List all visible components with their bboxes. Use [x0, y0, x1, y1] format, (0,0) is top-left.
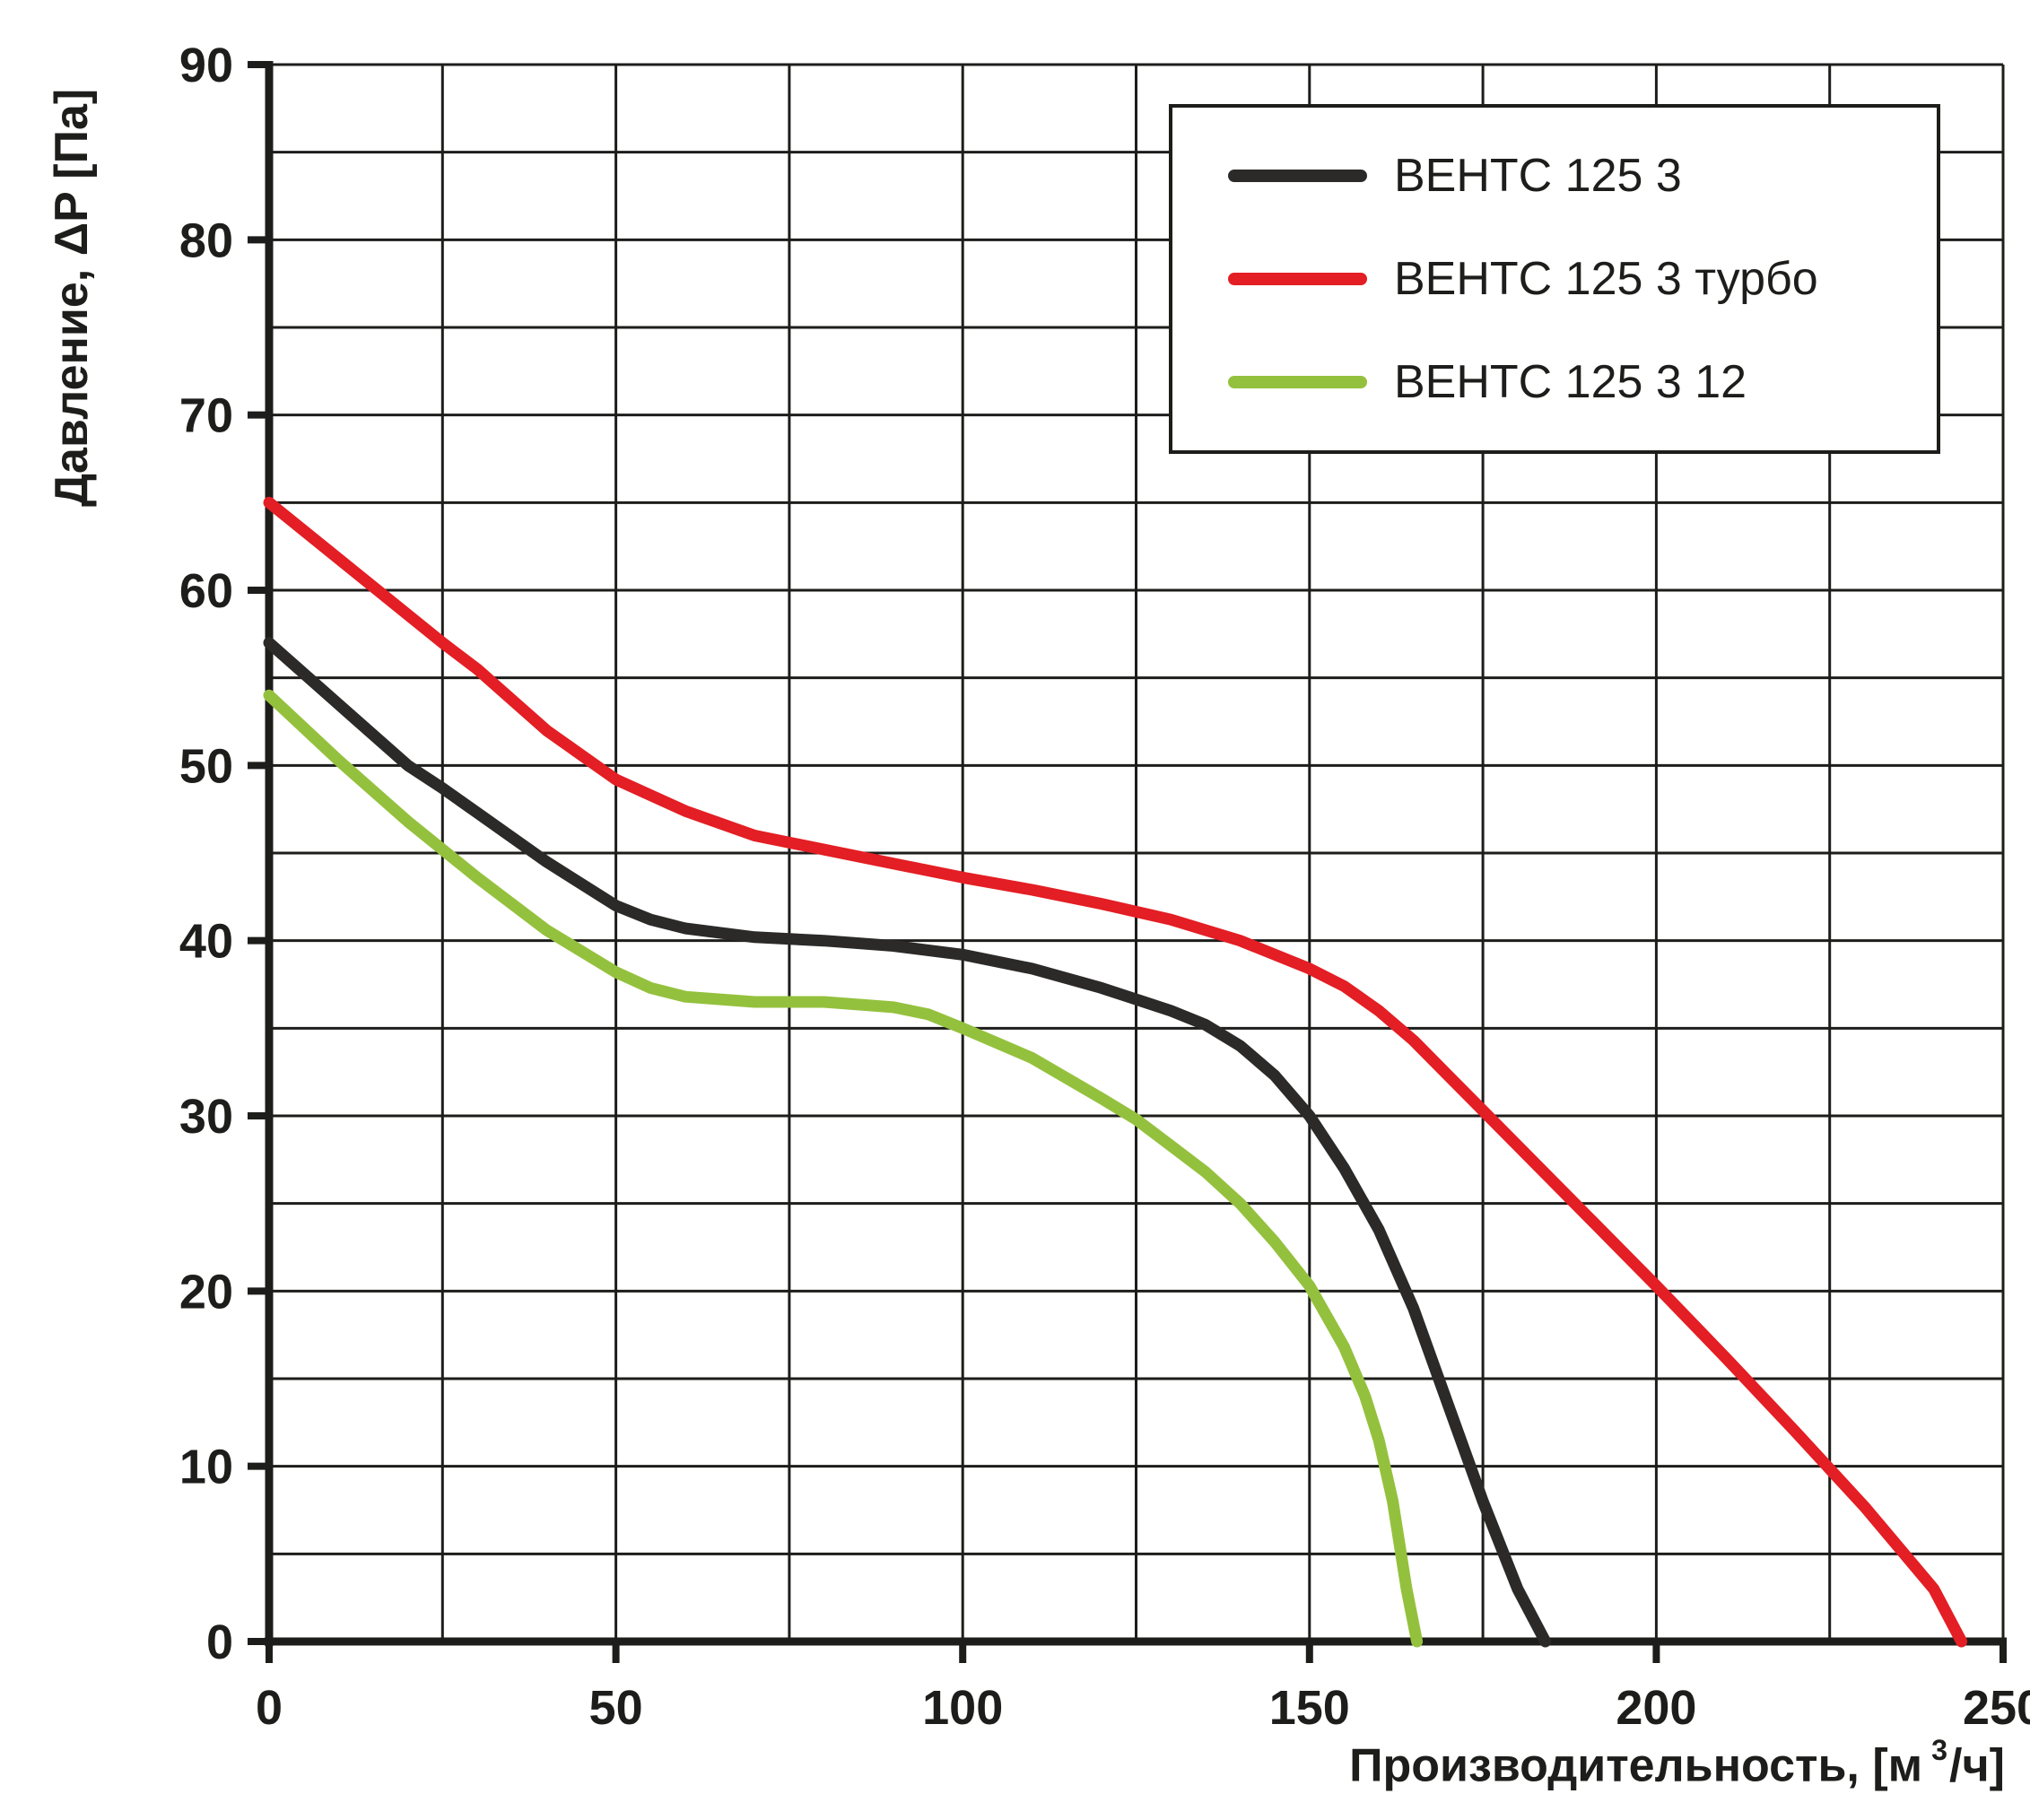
x-axis-title: Производительность, [м 3/ч] [1349, 1734, 2005, 1792]
svg-text:150: 150 [1269, 1681, 1350, 1735]
svg-text:40: 40 [179, 915, 233, 969]
legend-item: ВЕНТС 125 3 [1228, 149, 1919, 203]
legend-label: ВЕНТС 125 3 12 [1394, 356, 1747, 409]
svg-text:90: 90 [179, 39, 233, 92]
svg-text:10: 10 [179, 1441, 233, 1494]
svg-text:80: 80 [179, 213, 233, 267]
svg-text:20: 20 [179, 1265, 233, 1319]
svg-text:60: 60 [179, 564, 233, 618]
svg-text:0: 0 [256, 1681, 283, 1735]
svg-text:0: 0 [206, 1615, 233, 1669]
legend-line-swatch [1228, 376, 1367, 389]
svg-text:70: 70 [179, 389, 233, 443]
x-axis-title-superscript: 3 [1931, 1734, 1948, 1767]
svg-text:250: 250 [1963, 1681, 2030, 1735]
legend-line-swatch [1228, 169, 1367, 182]
y-axis-title: Давление, ΔP [Па] [46, 88, 98, 507]
legend-item: ВЕНТС 125 3 12 [1228, 355, 1919, 409]
legend-item: ВЕНТС 125 3 турбо [1228, 252, 1919, 306]
legend-line-swatch [1228, 272, 1367, 285]
legend-label: ВЕНТС 125 3 турбо [1394, 252, 1818, 305]
legend: ВЕНТС 125 3 ВЕНТС 125 3 турбо ВЕНТС 125 … [1169, 104, 1940, 454]
svg-text:50: 50 [179, 739, 233, 793]
x-axis-title-text: Производительность, [м [1349, 1739, 1923, 1792]
x-axis-title-suffix: /ч] [1949, 1739, 2005, 1792]
svg-text:200: 200 [1616, 1681, 1696, 1735]
legend-label: ВЕНТС 125 3 [1394, 149, 1682, 202]
svg-text:30: 30 [179, 1090, 233, 1144]
svg-text:100: 100 [922, 1681, 1003, 1735]
svg-text:50: 50 [589, 1681, 643, 1735]
